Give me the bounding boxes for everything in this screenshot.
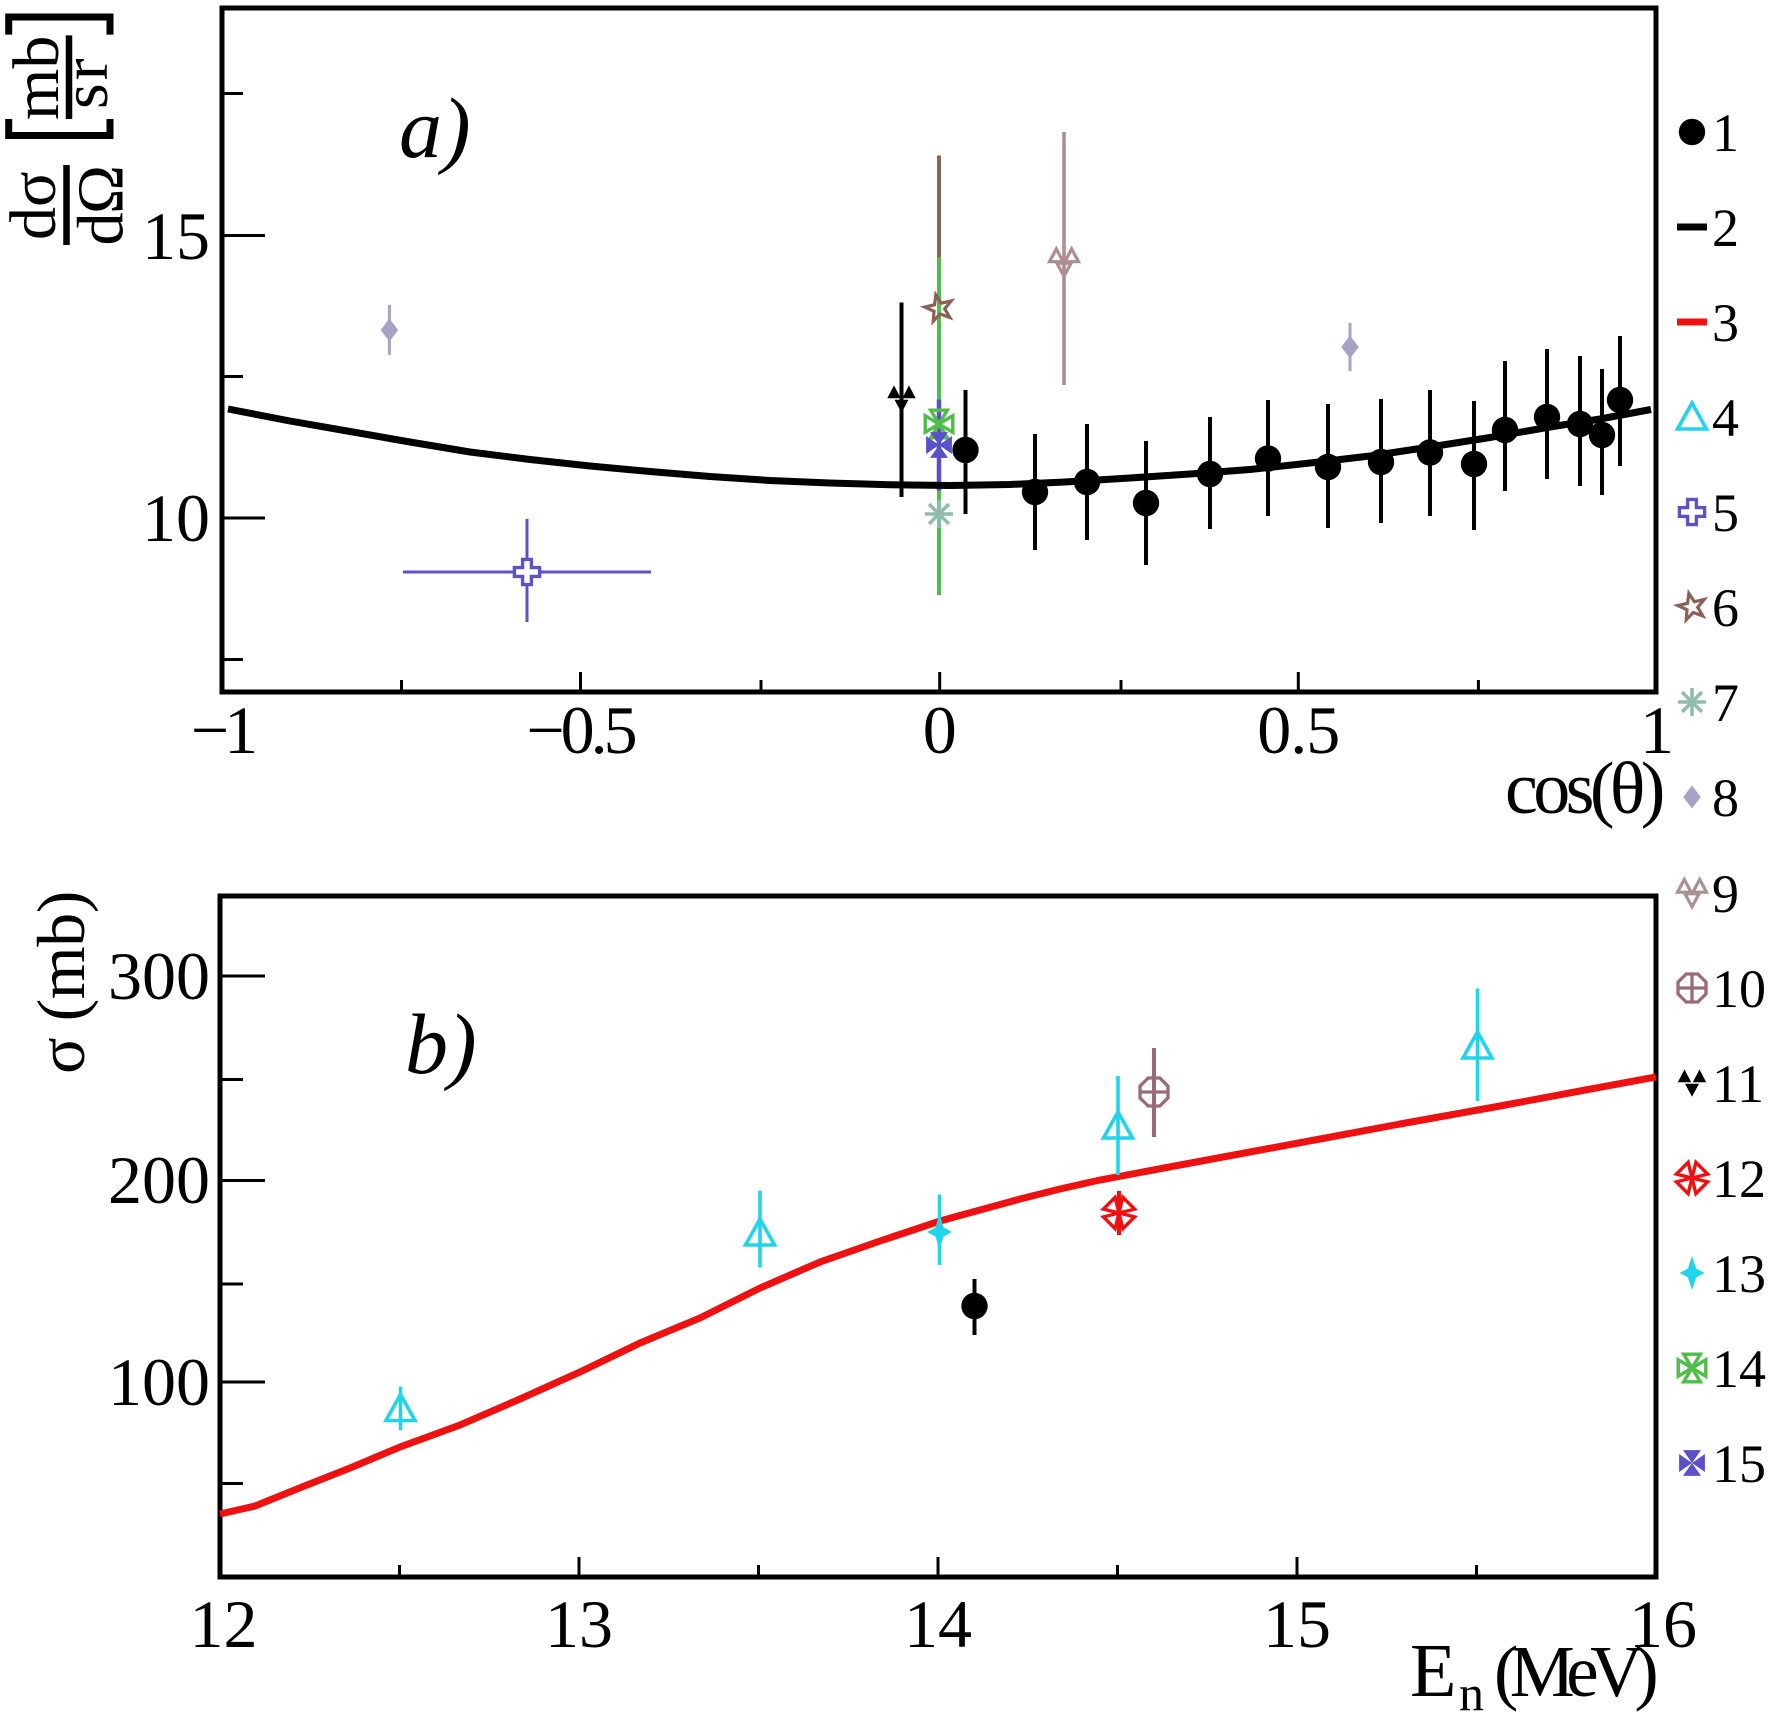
svg-text:5: 5: [1712, 483, 1739, 543]
svg-text:−1: −1: [191, 692, 254, 768]
svg-text:4: 4: [1712, 388, 1739, 448]
svg-text:14: 14: [1712, 1339, 1766, 1399]
svg-text:100: 100: [108, 1344, 210, 1420]
svg-text:10: 10: [1712, 959, 1766, 1019]
svg-text:2: 2: [1712, 198, 1739, 258]
svg-text:13: 13: [545, 1586, 613, 1662]
svg-text:15: 15: [1263, 1586, 1331, 1662]
svg-text:dΩ: dΩ: [65, 166, 138, 245]
svg-text:sr: sr: [49, 55, 122, 109]
svg-text:mb: mb: [0, 36, 73, 120]
svg-text:15: 15: [142, 198, 210, 274]
svg-text:15: 15: [1712, 1434, 1766, 1494]
svg-text:10: 10: [142, 480, 210, 556]
svg-text:n: n: [1459, 1665, 1484, 1716]
svg-text:a): a): [399, 80, 471, 176]
svg-text:6: 6: [1712, 578, 1739, 638]
svg-text:σ (mb): σ (mb): [23, 891, 99, 1074]
svg-text:(MeV): (MeV): [1494, 1631, 1656, 1712]
svg-text:14: 14: [904, 1586, 972, 1662]
svg-text:300: 300: [108, 938, 210, 1014]
svg-text:7: 7: [1712, 673, 1739, 733]
svg-text:13: 13: [1712, 1244, 1766, 1304]
svg-text:dσ: dσ: [0, 171, 70, 240]
svg-text:0: 0: [923, 692, 957, 768]
svg-text:cos(θ): cos(θ): [1505, 748, 1663, 830]
svg-text:16: 16: [1629, 1586, 1697, 1662]
svg-text:200: 200: [108, 1142, 210, 1218]
svg-text:0.5: 0.5: [1257, 692, 1339, 768]
svg-text:9: 9: [1712, 864, 1739, 924]
svg-text:b): b): [405, 996, 477, 1092]
svg-text:3: 3: [1712, 293, 1739, 353]
svg-text:1: 1: [1640, 692, 1674, 768]
svg-text:11: 11: [1712, 1054, 1764, 1114]
svg-text:8: 8: [1712, 768, 1739, 828]
svg-text:12: 12: [1712, 1149, 1766, 1209]
svg-text:−0.5: −0.5: [526, 692, 635, 768]
svg-text:E: E: [1410, 1629, 1456, 1713]
svg-text:12: 12: [190, 1586, 258, 1662]
svg-text:1: 1: [1712, 103, 1739, 163]
